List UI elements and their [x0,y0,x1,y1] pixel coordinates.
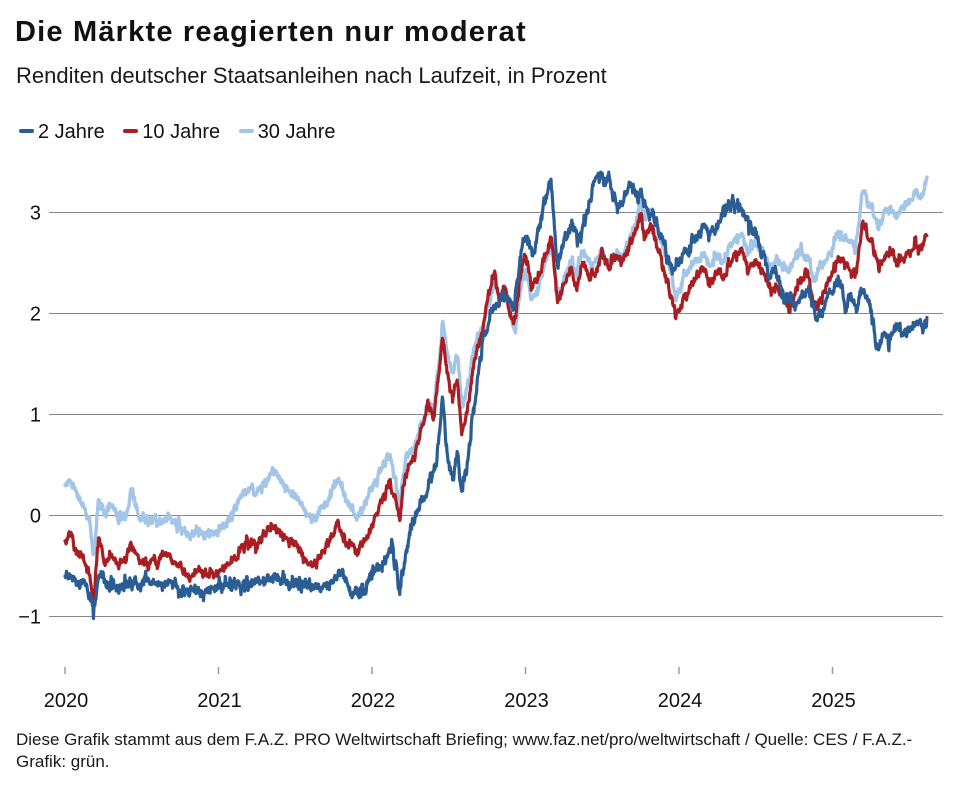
svg-text:3: 3 [30,203,41,225]
svg-text:2024: 2024 [658,690,703,712]
svg-text:−1: −1 [18,607,41,629]
svg-text:2022: 2022 [351,690,396,712]
svg-text:2: 2 [30,304,41,326]
svg-text:2021: 2021 [197,690,242,712]
svg-text:2020: 2020 [44,690,89,712]
svg-text:2025: 2025 [811,690,856,712]
svg-text:1: 1 [30,405,41,427]
svg-text:2023: 2023 [504,690,549,712]
svg-text:0: 0 [30,506,41,528]
